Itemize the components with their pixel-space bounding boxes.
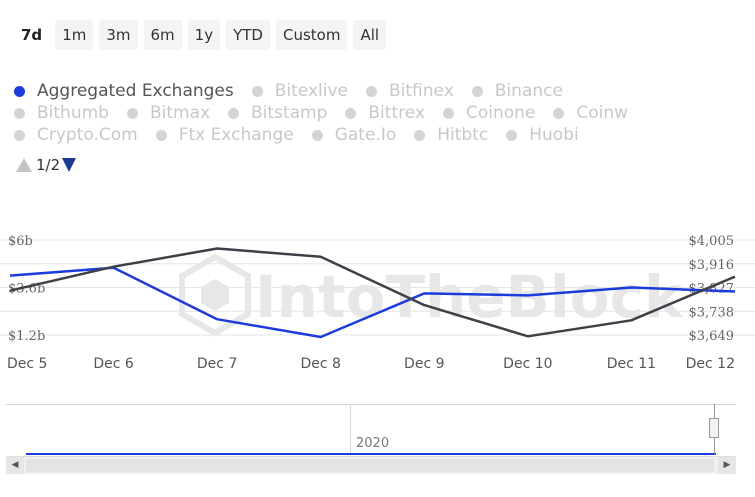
range-button-1y[interactable]: 1y bbox=[187, 20, 221, 50]
next-page-icon[interactable] bbox=[62, 158, 77, 172]
legend-dot-icon bbox=[442, 107, 454, 119]
legend-item-label: Ftx Exchange bbox=[178, 125, 294, 145]
legend-row: Crypto.Com Ftx Exchange Gate.Io Hitbtc Huobi bbox=[14, 124, 734, 146]
previous-page-icon[interactable] bbox=[16, 158, 32, 172]
legend-item-label: Bitstamp bbox=[251, 103, 328, 123]
legend-item-coinw[interactable]: Coinw bbox=[553, 103, 628, 123]
navigator-year-divider bbox=[350, 404, 351, 454]
range-button-3m[interactable]: 3m bbox=[99, 20, 138, 50]
legend-dot-icon bbox=[251, 85, 263, 97]
legend-item-label: Coinw bbox=[576, 103, 629, 123]
legend-item-bittrex[interactable]: Bittrex bbox=[345, 103, 425, 123]
legend-dot-icon bbox=[506, 129, 518, 141]
right-axis-tick-label: $3,649 bbox=[689, 329, 735, 344]
legend-item-label: Aggregated Exchanges bbox=[37, 81, 234, 101]
chart-navigator: 2020 ◀ ▶ bbox=[6, 404, 736, 474]
range-button-all[interactable]: All bbox=[353, 20, 387, 50]
range-button-1m[interactable]: 1m bbox=[55, 20, 94, 50]
range-button-custom[interactable]: Custom bbox=[275, 20, 348, 50]
legend-item-label: Bitexlive bbox=[274, 81, 348, 101]
legend-dot-icon bbox=[366, 85, 377, 97]
watermark-text: IntoTheBlock bbox=[255, 263, 684, 331]
legend-dot-icon bbox=[414, 129, 426, 141]
legend-dot-icon bbox=[14, 129, 25, 141]
watermark: IntoTheBlock bbox=[179, 253, 684, 337]
x-axis-tick-label: Dec 7 bbox=[197, 356, 237, 372]
legend-item-gate-io[interactable]: Gate.Io bbox=[311, 125, 397, 145]
right-axis-tick-label: $3,738 bbox=[689, 305, 735, 320]
legend-dot-icon bbox=[126, 107, 138, 119]
left-axis-tick-label: $6b bbox=[8, 234, 33, 249]
x-axis-tick-label: Dec 9 bbox=[404, 356, 444, 372]
legend-item-coinone[interactable]: Coinone bbox=[442, 103, 536, 123]
chart-legend: Aggregated Exchanges Bitexlive Bitfinex Bin… bbox=[14, 80, 734, 146]
range-button-ytd[interactable]: YTD bbox=[226, 20, 270, 50]
scroll-thumb[interactable] bbox=[26, 459, 714, 472]
scroll-right-button[interactable]: ▶ bbox=[718, 457, 736, 474]
legend-dot-icon bbox=[14, 85, 25, 97]
legend-dot-icon bbox=[311, 129, 323, 141]
left-axis-tick-label: $1.2b bbox=[8, 329, 45, 344]
legend-row: Aggregated Exchanges Bitexlive Bitfinex Bin… bbox=[14, 80, 734, 102]
legend-dot-icon bbox=[228, 107, 240, 119]
scroll-left-button[interactable]: ◀ bbox=[6, 457, 24, 474]
navigator-scrollbar[interactable]: ◀ ▶ bbox=[6, 456, 736, 474]
legend-item-label: Bittrex bbox=[368, 103, 425, 123]
legend-dot-icon bbox=[553, 107, 565, 119]
x-axis-tick-label: Dec 6 bbox=[93, 356, 134, 372]
navigator-series-line bbox=[26, 453, 716, 455]
legend-item-bitfinex[interactable]: Bitfinex bbox=[366, 81, 454, 101]
legend-item-label: Bithumb bbox=[37, 103, 109, 123]
navigator-year-label: 2020 bbox=[356, 436, 390, 451]
legend-item-label: Binance bbox=[494, 81, 563, 101]
range-button-6m[interactable]: 6m bbox=[143, 20, 182, 50]
legend-item-bitstamp[interactable]: Bitstamp bbox=[228, 103, 327, 123]
legend-dot-icon bbox=[155, 129, 167, 141]
x-axis-tick-label: Dec 11 bbox=[607, 356, 656, 372]
legend-item-bitmax[interactable]: Bitmax bbox=[126, 103, 211, 123]
navigator-handle[interactable] bbox=[709, 418, 719, 438]
legend-item-label: Bitmax bbox=[149, 103, 211, 123]
legend-dot-icon bbox=[14, 107, 25, 119]
volume-series-line bbox=[9, 266, 736, 339]
legend-page-indicator: 1/2 bbox=[36, 156, 61, 174]
legend-item-hitbtc[interactable]: Hitbtc bbox=[414, 125, 488, 145]
legend-dot-icon bbox=[471, 85, 483, 97]
legend-item-label: Gate.Io bbox=[334, 125, 397, 145]
x-axis-tick-label: Dec 5 bbox=[7, 356, 47, 372]
navigator-border bbox=[6, 404, 736, 405]
legend-item-aggregated-exchanges[interactable]: Aggregated Exchanges bbox=[14, 81, 234, 101]
legend-pager: 1/2 bbox=[16, 156, 77, 174]
x-axis-tick-label: Dec 12 bbox=[686, 356, 735, 372]
right-axis-tick-label: $4,005 bbox=[689, 234, 735, 249]
legend-item-huobi[interactable]: Huobi bbox=[506, 125, 579, 145]
legend-item-binance[interactable]: Binance bbox=[471, 81, 563, 101]
legend-item-ftx-exchange[interactable]: Ftx Exchange bbox=[155, 125, 294, 145]
legend-item-label: Coinone bbox=[465, 103, 536, 123]
legend-item-label: Bitfinex bbox=[389, 81, 454, 101]
legend-item-crypto-com[interactable]: Crypto.Com bbox=[14, 125, 138, 145]
volume-price-chart: IntoTheBlock $1.2b$3.6b$6b $3,649$3,738$… bbox=[0, 234, 755, 372]
legend-dot-icon bbox=[345, 107, 357, 119]
legend-item-label: Huobi bbox=[529, 125, 579, 145]
legend-item-label: Hitbtc bbox=[437, 125, 489, 145]
right-axis-tick-label: $3,916 bbox=[689, 258, 735, 273]
legend-item-bitexlive[interactable]: Bitexlive bbox=[251, 81, 348, 101]
x-axis-tick-label: Dec 10 bbox=[503, 356, 552, 372]
x-axis-tick-label: Dec 8 bbox=[300, 356, 340, 372]
legend-item-label: Crypto.Com bbox=[37, 125, 138, 145]
legend-item-bithumb[interactable]: Bithumb bbox=[14, 103, 109, 123]
price-series-line bbox=[9, 247, 736, 338]
time-range-selector: 7d 1m 3m 6m 1y YTD Custom All bbox=[14, 20, 387, 50]
legend-row: Bithumb Bitmax Bitstamp Bittrex Coinone Coinw bbox=[14, 102, 734, 124]
range-button-7d[interactable]: 7d bbox=[14, 20, 50, 50]
